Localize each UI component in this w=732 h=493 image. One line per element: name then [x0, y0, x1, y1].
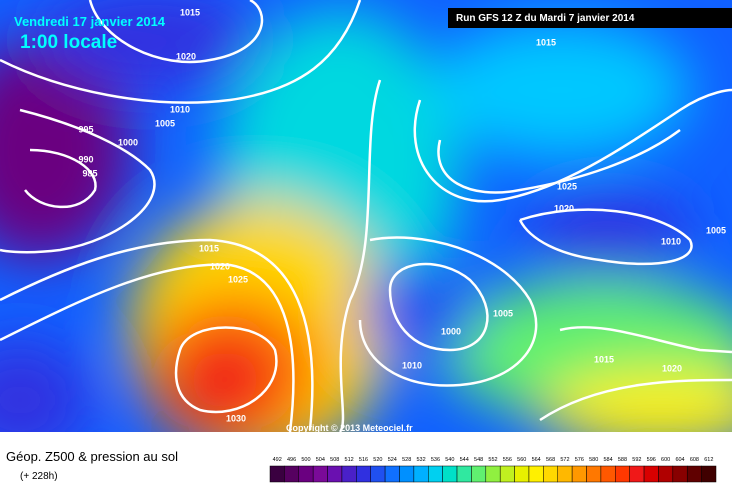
legend-value: 544	[460, 457, 469, 463]
color-swatch	[312, 465, 328, 483]
isobar-label: 1010	[170, 104, 190, 114]
legend-value: 540	[445, 457, 454, 463]
color-swatch	[269, 465, 285, 483]
isobar-label: 1015	[594, 354, 614, 364]
isobar-label: 1020	[210, 261, 230, 271]
color-swatch	[701, 465, 717, 483]
color-swatch	[428, 465, 443, 483]
legend-value: 584	[604, 457, 613, 463]
legend-value: 504	[316, 457, 325, 463]
legend-value: 548	[474, 457, 483, 463]
color-swatch	[356, 465, 371, 483]
color-swatch	[370, 465, 386, 483]
isobar-label: 1025	[557, 181, 577, 191]
legend-value: 588	[618, 457, 627, 463]
isobar-label: 1015	[199, 243, 219, 253]
isobar-label: 1020	[176, 51, 196, 61]
color-swatch	[499, 465, 515, 483]
legend-value: 612	[704, 457, 713, 463]
color-swatch	[615, 465, 630, 483]
legend-value: 536	[431, 457, 440, 463]
legend-value: 576	[575, 457, 584, 463]
isobar-label: 1010	[661, 236, 681, 246]
isobars	[0, 0, 732, 433]
color-swatch	[485, 465, 501, 483]
legend-value: 500	[301, 457, 310, 463]
color-swatch	[643, 465, 659, 483]
legend-value: 512	[345, 457, 354, 463]
color-swatch	[298, 465, 314, 483]
legend-value: 596	[647, 457, 656, 463]
run-info: Run GFS 12 Z du Mardi 7 janvier 2014	[456, 13, 635, 24]
color-swatch	[629, 465, 645, 483]
legend-value: 516	[359, 457, 368, 463]
color-swatch	[586, 465, 602, 483]
legend-value: 572	[560, 457, 569, 463]
color-swatch	[384, 465, 400, 483]
legend-value: 524	[388, 457, 397, 463]
isobar-label: 1030	[226, 413, 246, 423]
isobar-label: 1015	[180, 7, 200, 17]
isobar-label: 1000	[441, 326, 461, 336]
color-swatch	[471, 465, 487, 483]
isobar-label: 995	[78, 124, 93, 134]
isobar-labels: 1015 1020 1010 1005 995 1000 990 985 1015 1025 102…	[78, 7, 726, 423]
legend-value: 520	[373, 457, 382, 463]
legend-value: 564	[532, 457, 541, 463]
color-swatch	[528, 465, 544, 483]
legend-value: 532	[416, 457, 425, 463]
color-swatch	[456, 465, 472, 483]
isobar-label: 1000	[118, 137, 138, 147]
color-swatch	[571, 465, 587, 483]
date: Vendredi 17 janvier 2014	[14, 14, 166, 29]
color-swatch	[341, 465, 357, 483]
legend-value: 508	[330, 457, 339, 463]
color-swatch	[514, 465, 530, 483]
legend-title: Géop. Z500 & pression au sol	[6, 449, 178, 464]
legend-value: 580	[589, 457, 598, 463]
color-swatch	[327, 465, 343, 483]
legend-value: 568	[546, 457, 555, 463]
isobar-label: 990	[78, 154, 93, 164]
isobar-label: 1015	[536, 37, 556, 47]
legend-value: 560	[517, 457, 526, 463]
isobar-label: 1005	[706, 225, 726, 235]
isobar-label: 1020	[554, 203, 574, 213]
local-time: 1:00 locale	[20, 32, 117, 53]
color-swatch	[442, 465, 458, 483]
legend-value: 600	[661, 457, 670, 463]
legend-value: 608	[690, 457, 699, 463]
color-swatch	[658, 465, 674, 483]
isobar-label: 1025	[228, 274, 248, 284]
color-swatch	[543, 465, 558, 483]
color-swatch	[600, 465, 616, 483]
legend-subtitle: (+ 228h)	[20, 471, 58, 482]
legend-value: 496	[287, 457, 296, 463]
isobar-label: 985	[82, 168, 97, 178]
isobar-label: 1005	[493, 308, 513, 318]
copyright: Copyright © 2013 Meteociel.fr	[286, 423, 413, 433]
legend-value: 604	[675, 457, 684, 463]
legend-value: 556	[503, 457, 512, 463]
color-swatch	[413, 465, 429, 483]
colorbar: 492 496 500 504 508 512 516 520 524 528 532 536 540 5…	[269, 457, 717, 483]
isobar-label: 1005	[155, 118, 175, 128]
color-swatch	[557, 465, 573, 483]
legend-value: 492	[273, 457, 282, 463]
color-swatch	[399, 465, 415, 483]
legend-value: 552	[488, 457, 497, 463]
isobar-label: 1010	[402, 360, 422, 370]
legend-value: 592	[632, 457, 641, 463]
legend-value: 528	[402, 457, 411, 463]
isobar-label: 1020	[662, 363, 682, 373]
color-swatch	[672, 465, 688, 483]
run-banner	[448, 8, 732, 28]
color-swatch	[284, 465, 300, 483]
color-swatch	[686, 465, 702, 483]
